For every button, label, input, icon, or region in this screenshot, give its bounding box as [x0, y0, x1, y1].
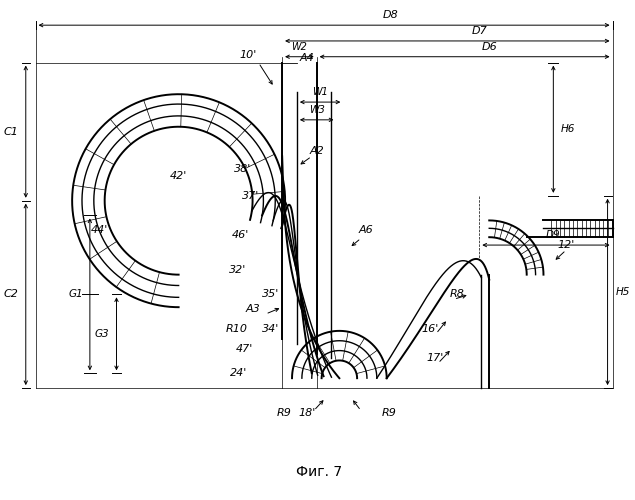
Text: H6: H6: [560, 124, 575, 134]
Text: Фиг. 7: Фиг. 7: [295, 465, 342, 479]
Text: 34': 34': [262, 324, 279, 334]
Text: W3: W3: [309, 105, 324, 115]
Text: D7: D7: [472, 26, 487, 36]
Text: A6: A6: [359, 226, 374, 235]
Text: 32': 32': [229, 264, 246, 274]
Text: A3: A3: [246, 304, 260, 314]
Text: D6: D6: [481, 42, 497, 52]
Text: 24': 24': [230, 368, 248, 378]
Text: C1: C1: [4, 126, 19, 136]
Text: H5: H5: [615, 287, 630, 297]
Text: A2: A2: [310, 146, 324, 156]
Text: 35': 35': [262, 290, 279, 300]
Text: R8: R8: [450, 290, 465, 300]
Text: 46': 46': [232, 230, 250, 240]
Text: 44': 44': [91, 226, 109, 235]
Text: 47': 47': [236, 344, 253, 353]
Text: 12': 12': [558, 240, 575, 250]
Text: D9: D9: [546, 230, 561, 240]
Text: 37': 37': [242, 191, 259, 201]
Text: W1: W1: [312, 87, 328, 97]
Text: C2: C2: [4, 290, 19, 300]
Text: 17': 17': [426, 354, 444, 364]
Text: 18': 18': [298, 408, 316, 418]
Text: R10: R10: [225, 324, 248, 334]
Text: D8: D8: [383, 10, 399, 20]
Text: 10': 10': [239, 50, 257, 60]
Text: 38': 38': [234, 164, 251, 174]
Text: G1: G1: [69, 290, 83, 300]
Text: 16': 16': [422, 324, 439, 334]
Text: R9: R9: [277, 408, 291, 418]
Text: W2: W2: [291, 42, 307, 52]
Text: G3: G3: [95, 329, 110, 339]
Text: A4: A4: [300, 52, 315, 62]
Text: 42': 42': [170, 171, 187, 181]
Text: R9: R9: [381, 408, 396, 418]
